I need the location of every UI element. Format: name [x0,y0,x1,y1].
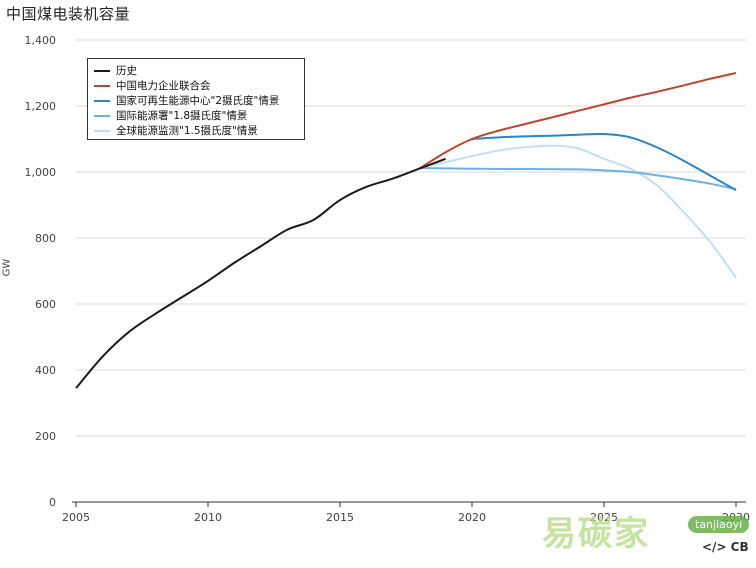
axes: 0 200 400 600 800 1,000 1,200 1,400 2005 2010 2015… [25,34,751,524]
legend-swatch [94,114,110,117]
legend-item: 国际能源署"1.8摄氏度"情景 [94,108,298,123]
legend-swatch [94,84,110,87]
chart-title: 中国煤电装机容量 [6,5,131,23]
watermark-badge: tanjiaoyi [688,516,750,533]
y-tick-label: 200 [35,430,56,443]
legend-label: 国际能源署"1.8摄氏度"情景 [116,110,248,122]
legend-swatch [94,69,110,72]
legend-swatch [94,99,110,102]
legend-label: 全球能源监测"1.5摄氏度"情景 [116,125,258,137]
x-tick-label: 2015 [326,511,354,524]
legend-label: 国家可再生能源中心"2摄氏度"情景 [116,95,280,107]
legend-item: 全球能源监测"1.5摄氏度"情景 [94,123,298,138]
y-tick-label: 1,200 [25,100,57,113]
legend-item: 中国电力企业联合会 [94,78,298,93]
legend-swatch [94,129,110,132]
y-tick-label: 0 [49,496,56,509]
legend-item: 国家可再生能源中心"2摄氏度"情景 [94,93,298,108]
watermark-text: 易碳家 [542,514,650,554]
x-tick-label: 2025 [590,511,618,524]
series-line-3 [419,167,737,191]
y-tick-label: 1,000 [25,166,57,179]
legend: 历史中国电力企业联合会国家可再生能源中心"2摄氏度"情景 国际能源署"1.8摄氏度… [87,58,305,140]
watermark-code: </> CB [702,540,749,554]
legend-label: 历史 [116,65,137,77]
x-tick-label: 2005 [62,511,90,524]
series-line-0 [75,157,446,389]
series-line-2 [471,132,737,192]
series-line-1 [418,72,737,170]
watermark: 易碳家 tanjiaoyi </> CB [538,500,754,564]
x-tick-label: 2010 [194,511,222,524]
legend-label: 中国电力企业联合会 [116,80,211,92]
y-tick-label: 800 [35,232,56,245]
series-lines [75,72,737,389]
y-tick-label: 600 [35,298,56,311]
y-tick-label: 400 [35,364,56,377]
series-line-4 [418,144,737,279]
x-tick-label: 2020 [458,511,486,524]
y-tick-label: 1,400 [25,34,57,47]
legend-item: 历史 [94,63,298,78]
